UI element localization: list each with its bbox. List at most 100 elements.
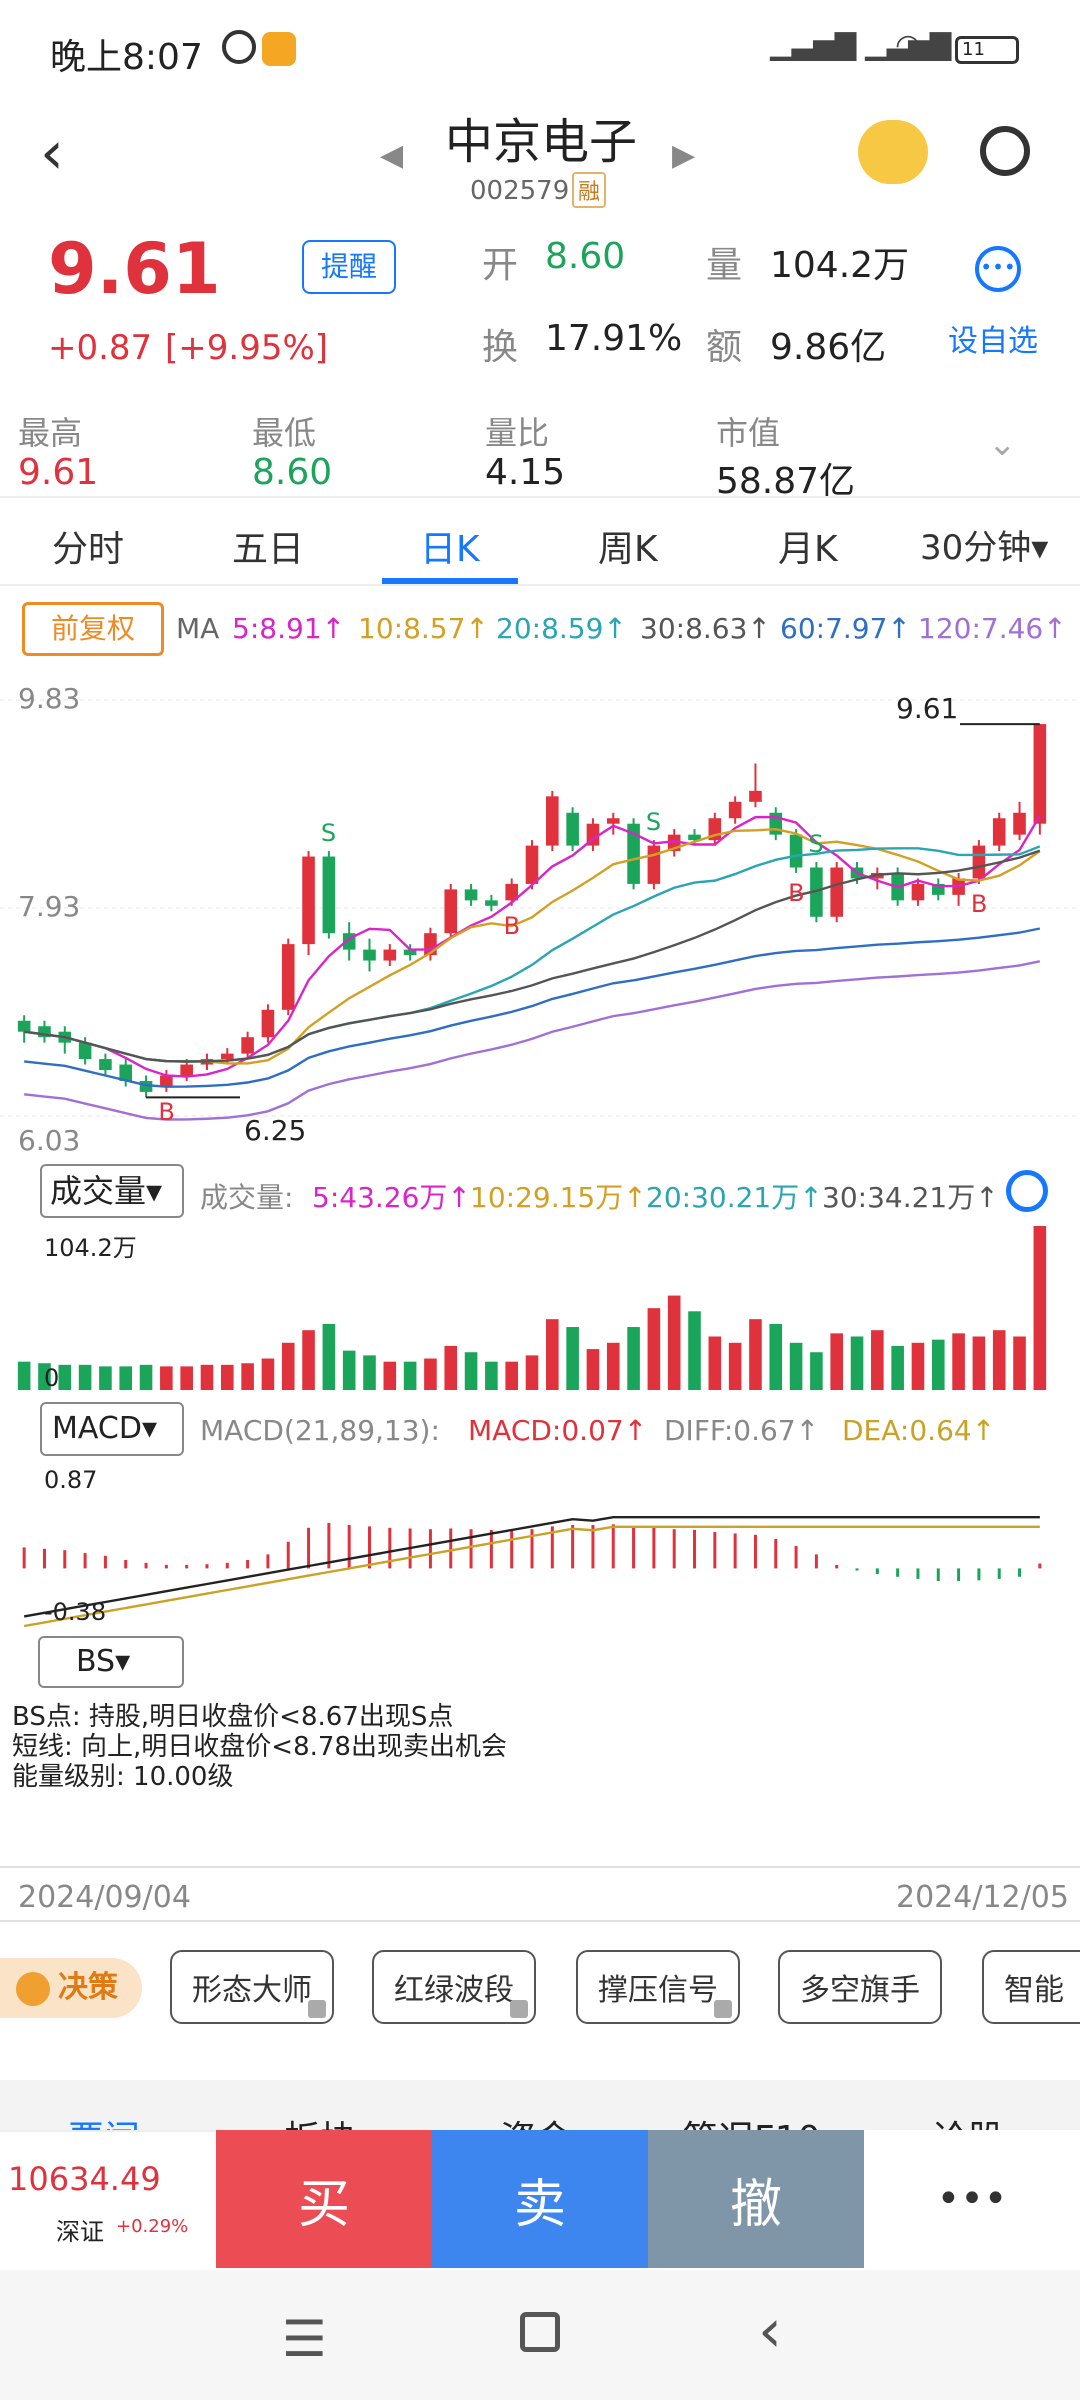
volume-bar bbox=[728, 1342, 742, 1390]
tool-smart[interactable]: 智能 bbox=[982, 1950, 1080, 2024]
ma-label: MA bbox=[176, 612, 220, 645]
signal-marker: B bbox=[158, 1098, 174, 1126]
candle-body bbox=[363, 949, 376, 961]
candle-body bbox=[810, 867, 823, 917]
volume-bar bbox=[586, 1349, 600, 1390]
alarm-icon bbox=[222, 30, 256, 64]
volume-bar bbox=[647, 1308, 661, 1390]
candle-body bbox=[261, 1009, 275, 1038]
candle-body bbox=[992, 818, 1006, 846]
candle-body bbox=[281, 944, 295, 1010]
prev-stock-icon[interactable]: ◀ bbox=[380, 138, 404, 173]
app-notification-icon bbox=[262, 32, 296, 66]
volume-bar bbox=[1013, 1336, 1026, 1390]
bs-dropdown[interactable]: BS▾ bbox=[38, 1636, 184, 1688]
settings-gear-icon[interactable] bbox=[1006, 1170, 1048, 1212]
volume-bar bbox=[383, 1361, 397, 1390]
volume-bar bbox=[444, 1345, 458, 1390]
volume-bar bbox=[911, 1342, 925, 1390]
candle-body bbox=[505, 883, 518, 901]
more-button[interactable]: ••• bbox=[864, 2130, 1080, 2268]
volume-bar bbox=[281, 1342, 295, 1390]
candle-body bbox=[911, 883, 925, 901]
volume-dropdown-label: 成交量 bbox=[50, 1172, 147, 1210]
open-value: 8.60 bbox=[545, 236, 626, 277]
volume-bar bbox=[464, 1352, 478, 1390]
buy-button[interactable]: 买 bbox=[216, 2130, 432, 2268]
volume-bar bbox=[891, 1345, 904, 1390]
tab-five-day[interactable]: 五日 bbox=[232, 529, 305, 570]
tab-weekly-k[interactable]: 周K bbox=[598, 529, 658, 570]
volume-bar bbox=[566, 1327, 579, 1390]
macd-chart[interactable] bbox=[0, 1460, 1080, 1630]
candle-body bbox=[302, 856, 315, 945]
tool-support-pressure[interactable]: 撑压信号 bbox=[576, 1950, 740, 2024]
candle-body bbox=[322, 856, 336, 934]
tab-30min[interactable]: 30分钟▾ bbox=[920, 528, 1049, 568]
y-mid-label: 7.93 bbox=[18, 890, 81, 923]
tab-daily-k[interactable]: 日K bbox=[420, 529, 480, 570]
home-icon[interactable] bbox=[520, 2312, 560, 2352]
index-widget[interactable] bbox=[0, 2130, 216, 2268]
volume-bar bbox=[139, 1364, 153, 1390]
alert-button[interactable]: 提醒 bbox=[302, 240, 396, 294]
vol10-value: 10:29.15万↑ bbox=[470, 1181, 647, 1214]
cancel-order-button[interactable]: 撤 bbox=[648, 2130, 864, 2268]
tab-monthly-k[interactable]: 月K bbox=[778, 529, 838, 570]
adjust-dropdown[interactable]: 前复权 bbox=[22, 602, 164, 656]
stock-name: 中京电子 bbox=[445, 114, 638, 170]
vol20-value: 20:30.21万↑ bbox=[646, 1181, 823, 1214]
volume-bar bbox=[485, 1361, 498, 1390]
candle-body bbox=[931, 883, 945, 895]
tool-pattern-master-label: 形态大师 bbox=[192, 1973, 312, 2008]
add-watchlist-button[interactable]: 设自选 bbox=[948, 324, 1038, 359]
ma5-value: 5:8.91↑ bbox=[232, 612, 346, 645]
wifi-icon: ◠ bbox=[895, 28, 922, 63]
y-min-label: 6.03 bbox=[18, 1124, 81, 1157]
index-pct: +0.29% bbox=[116, 2216, 189, 2237]
mascot-icon[interactable] bbox=[858, 120, 928, 184]
next-stock-icon[interactable]: ▶ bbox=[672, 138, 696, 173]
mkt-cap-value: 58.87亿 bbox=[716, 461, 856, 502]
tool-red-green-wave[interactable]: 红绿波段 bbox=[372, 1950, 536, 2024]
volume-bar bbox=[78, 1364, 92, 1390]
turnover-label: 换 bbox=[482, 327, 519, 368]
expand-chevron-icon[interactable]: ⌄ bbox=[988, 424, 1017, 464]
volume-bar bbox=[200, 1364, 214, 1390]
open-label: 开 bbox=[482, 245, 519, 286]
volume-chart[interactable] bbox=[0, 1220, 1080, 1400]
candle-body bbox=[1033, 724, 1047, 824]
tab-intraday[interactable]: 分时 bbox=[52, 529, 125, 570]
candle-body bbox=[606, 818, 620, 824]
volume-bar bbox=[992, 1330, 1006, 1390]
mkt-cap-label: 市值 bbox=[716, 414, 781, 452]
dea-value: DEA:0.64↑ bbox=[842, 1414, 996, 1447]
lock-icon bbox=[510, 2000, 528, 2018]
macd-dropdown[interactable]: MACD▾ bbox=[40, 1402, 184, 1456]
volume-bar bbox=[688, 1311, 701, 1390]
ma60-value: 60:7.97↑ bbox=[780, 612, 911, 645]
ma120-line bbox=[24, 960, 1041, 1121]
tool-bull-bear-flag[interactable]: 多空旗手 bbox=[778, 1950, 942, 2024]
price-change: +0.87 bbox=[48, 328, 153, 368]
y-max-label: 9.83 bbox=[18, 682, 81, 715]
vol5-value: 5:43.26万↑ bbox=[312, 1181, 471, 1214]
margin-tag: 融 bbox=[572, 172, 607, 208]
tool-pattern-master[interactable]: 形态大师 bbox=[170, 1950, 334, 2024]
menu-icon[interactable]: ☰ bbox=[282, 2310, 327, 2368]
battery-icon: 11 bbox=[955, 36, 1019, 64]
volume-bar bbox=[952, 1333, 965, 1390]
date-end: 2024/12/05 bbox=[896, 1880, 1069, 1915]
more-circle-icon[interactable]: ••• bbox=[975, 246, 1021, 292]
volume-dropdown[interactable]: 成交量▾ bbox=[40, 1164, 184, 1218]
candle-body bbox=[119, 1064, 133, 1081]
candle-body bbox=[525, 845, 539, 884]
sell-button[interactable]: 卖 bbox=[432, 2130, 648, 2268]
volume-bar bbox=[606, 1342, 620, 1390]
back-icon[interactable]: ‹ bbox=[40, 118, 64, 188]
back-nav-icon[interactable]: ‹ bbox=[758, 2296, 782, 2366]
search-icon[interactable] bbox=[980, 126, 1030, 176]
volume-bar bbox=[749, 1319, 762, 1390]
volume-bar bbox=[871, 1330, 884, 1390]
